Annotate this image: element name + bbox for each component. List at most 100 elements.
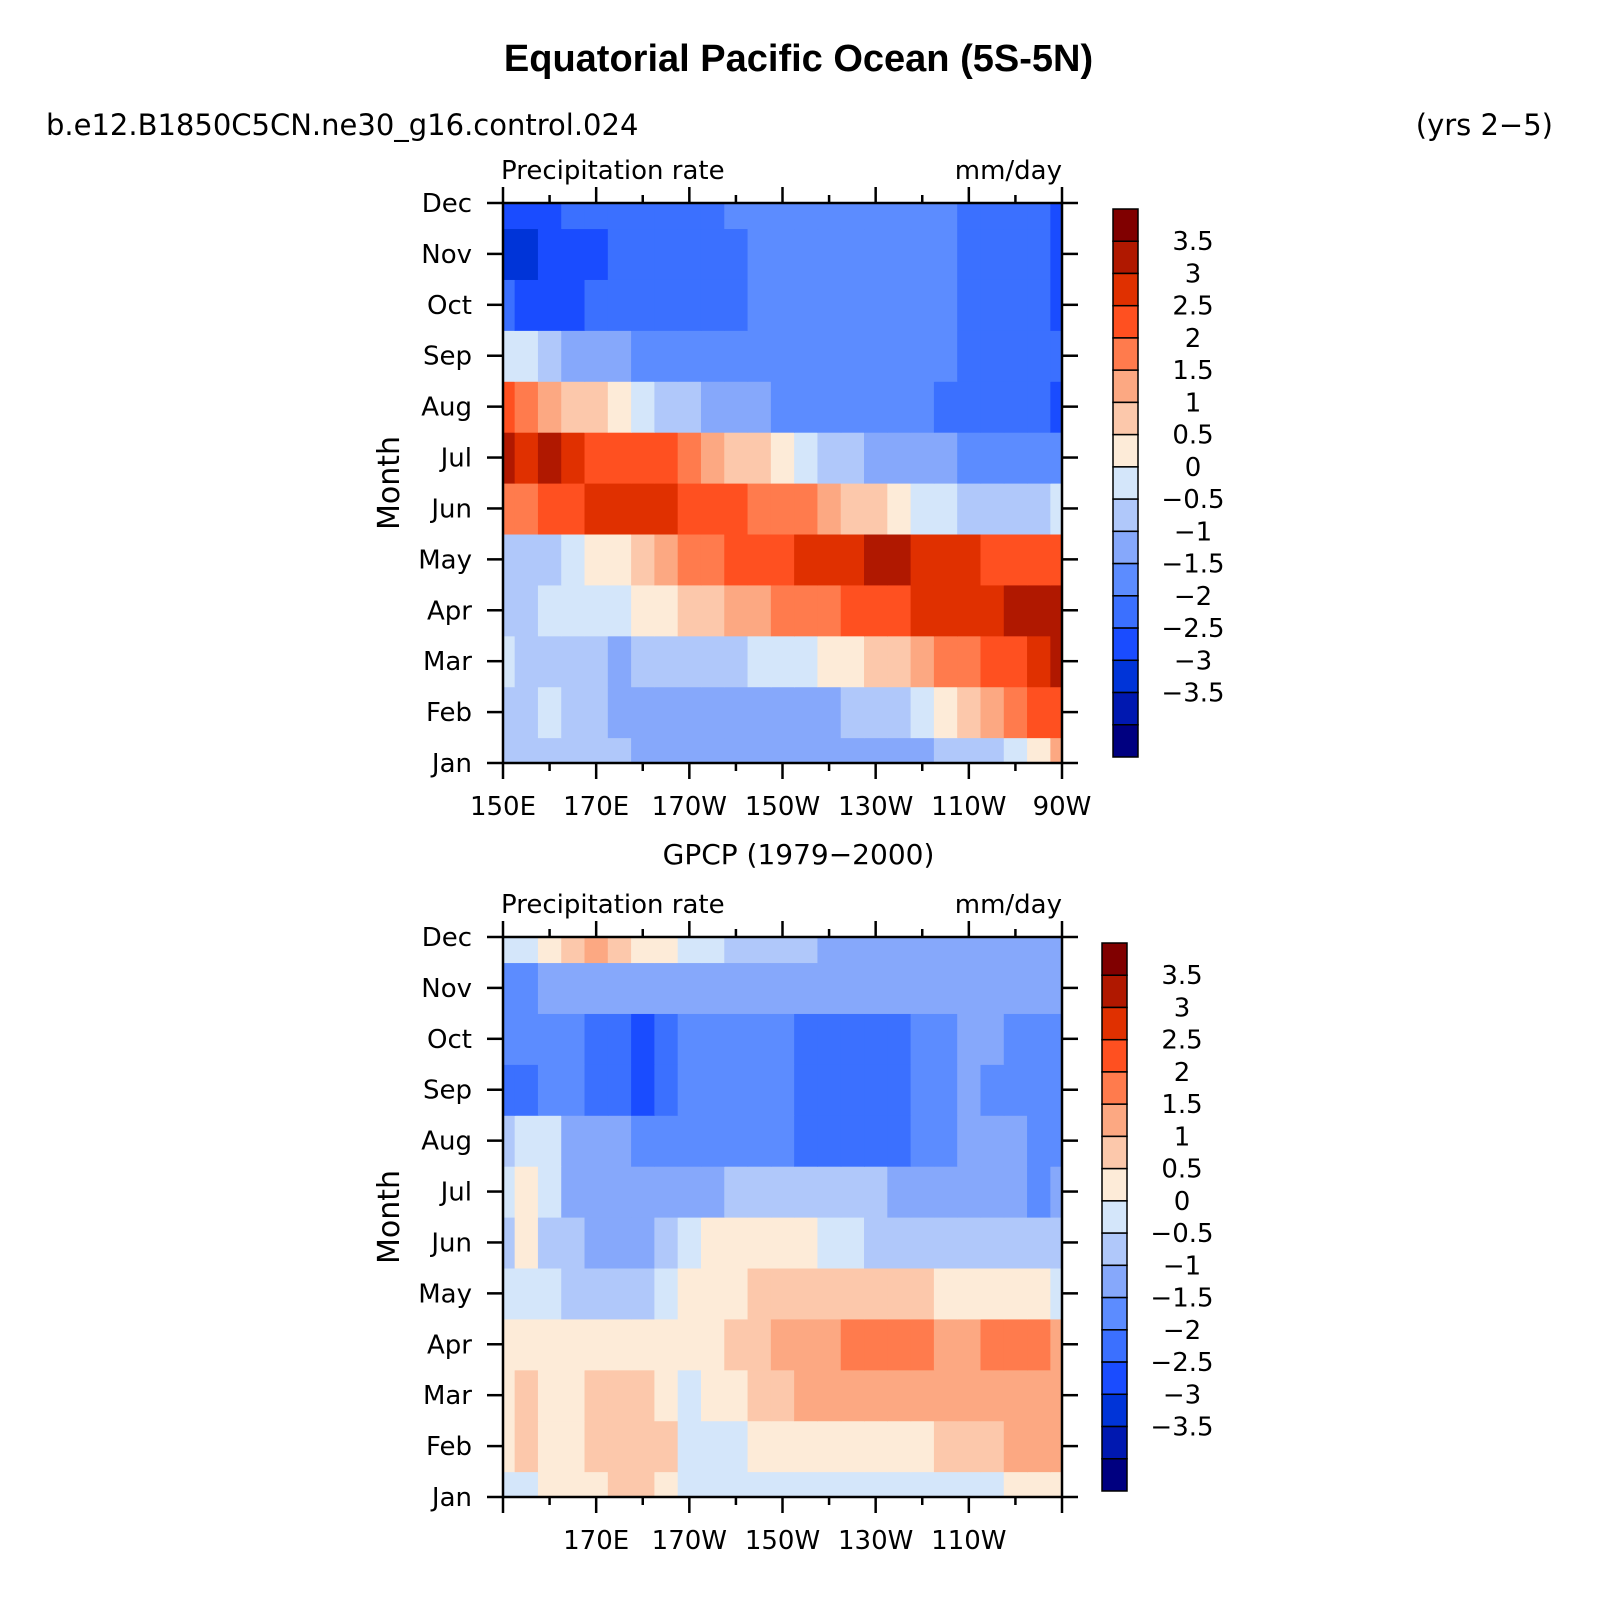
heatmap-cell: [864, 279, 888, 331]
heatmap-cell: [980, 279, 1005, 331]
heatmap-cell: [514, 686, 539, 739]
heatmap-cell: [933, 937, 958, 964]
heatmap-cell: [933, 483, 958, 535]
heatmap-cell: [980, 533, 1005, 586]
heatmap-cell: [957, 1318, 982, 1371]
heatmap-cell: [514, 1471, 539, 1498]
heatmap-cell: [980, 686, 1005, 739]
heatmap-cell: [654, 330, 679, 382]
heatmap-cell: [537, 1318, 562, 1371]
heatmap-cell: [677, 1369, 702, 1422]
heatmap-cell: [910, 1420, 935, 1473]
heatmap-cell: [910, 1115, 935, 1167]
heatmap-cell: [631, 330, 655, 382]
heatmap-cell: [654, 432, 679, 484]
heatmap-cell: [1027, 737, 1051, 764]
heatmap-cell: [864, 1471, 888, 1498]
heatmap-cell: [887, 1471, 912, 1498]
heatmap-cell: [631, 737, 655, 764]
heatmap-cell: [503, 1166, 516, 1218]
colorbar-label: −0.5: [1161, 485, 1224, 515]
colorbar-label: 0.5: [1172, 421, 1213, 451]
heatmap-cell: [1050, 1064, 1063, 1116]
y-tick-label: Oct: [427, 291, 472, 321]
heatmap-cell: [503, 1064, 516, 1116]
heatmap-cell: [794, 737, 819, 764]
heatmap-cell: [1050, 1267, 1063, 1320]
heatmap-cell: [724, 635, 749, 688]
colorbar-box: [1101, 1135, 1128, 1170]
colorbar-box: [1101, 1296, 1128, 1331]
heatmap-cell: [584, 1217, 609, 1269]
heatmap-cell: [1050, 330, 1063, 382]
heatmap-cell: [631, 1166, 655, 1218]
colorbar-box: [1112, 304, 1139, 339]
heatmap-cell: [654, 1369, 679, 1422]
colorbar-label: 1: [1185, 388, 1202, 418]
colorbar-label: 1.5: [1172, 356, 1213, 386]
heatmap-cell: [631, 584, 655, 637]
heatmap-cell: [537, 584, 562, 637]
heatmap-cell: [561, 962, 586, 1014]
heatmap-cell: [1027, 1420, 1051, 1473]
heatmap-cell: [654, 737, 679, 764]
heatmap-cell: [677, 228, 702, 280]
heatmap-cell: [654, 203, 679, 230]
heatmap-cell: [654, 1217, 679, 1269]
heatmap-cell: [514, 1115, 539, 1167]
heatmap-cell: [1027, 330, 1051, 382]
heatmap-cell: [887, 1369, 912, 1422]
heatmap-cell: [724, 1166, 749, 1218]
heatmap-cell: [537, 483, 562, 535]
heatmap-cell: [724, 432, 749, 484]
heatmap-cell: [980, 1471, 1005, 1498]
heatmap-cell: [1027, 228, 1051, 280]
heatmap-cell: [770, 533, 795, 586]
x-tick-label: 130W: [838, 1526, 913, 1556]
heatmap-cell: [910, 432, 935, 484]
heatmap-cell: [537, 203, 562, 230]
heatmap-cell: [607, 737, 632, 764]
heatmap-cell: [840, 1420, 865, 1473]
x-tick-label: 170E: [563, 1526, 629, 1556]
y-tick-label: Mar: [423, 647, 472, 677]
heatmap-cell: [794, 1064, 819, 1116]
heatmap-cell: [677, 483, 702, 535]
heatmap-cell: [747, 330, 772, 382]
heatmap-cell: [864, 533, 888, 586]
heatmap-cell: [537, 1166, 562, 1218]
colorbar-label: −3: [1174, 646, 1212, 676]
heatmap-cell: [887, 1420, 912, 1473]
heatmap-cell: [933, 330, 958, 382]
heatmap-cell: [770, 203, 795, 230]
y-tick-label: May: [418, 1279, 472, 1309]
heatmap-cell: [840, 381, 865, 433]
x-tick-label: 110W: [931, 1526, 1006, 1556]
heatmap-cell: [957, 1115, 982, 1167]
heatmap-cell: [817, 584, 842, 637]
heatmap-cell: [584, 937, 609, 964]
heatmap-cell: [1003, 432, 1028, 484]
y-tick-label: Jan: [430, 1483, 472, 1513]
colorbar-box: [1101, 1038, 1128, 1073]
heatmap-cell: [514, 533, 539, 586]
heatmap-cell: [631, 1420, 655, 1473]
heatmap-cell: [607, 1369, 632, 1422]
heatmap-cell: [794, 1471, 819, 1498]
heatmap-cell: [770, 1166, 795, 1218]
heatmap-cell: [677, 1267, 702, 1320]
heatmap-cell: [817, 1267, 842, 1320]
heatmap-cell: [1027, 1115, 1051, 1167]
heatmap-cell: [747, 1420, 772, 1473]
heatmap-cell: [631, 962, 655, 1014]
heatmap-cell: [957, 1369, 982, 1422]
heatmap-cell: [1027, 1166, 1051, 1218]
heatmap-cell: [607, 962, 632, 1014]
colorbar-label: 2: [1185, 324, 1202, 354]
heatmap-cell: [957, 203, 982, 230]
heatmap-cell: [933, 533, 958, 586]
heatmap-cell: [887, 533, 912, 586]
heatmap-cell: [794, 203, 819, 230]
heatmap-cell: [770, 432, 795, 484]
heatmap-cell: [933, 962, 958, 1014]
